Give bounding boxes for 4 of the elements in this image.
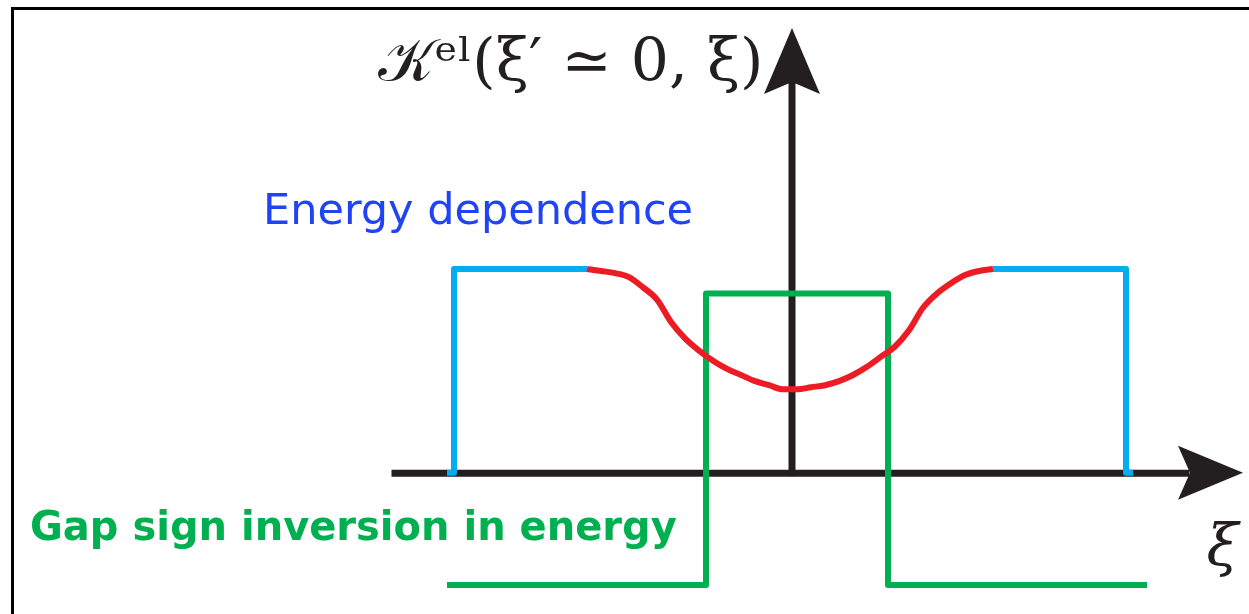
x-axis-title: ξ xyxy=(1206,511,1242,580)
text: Energy dependence xyxy=(263,184,694,234)
annotation: Gap sign inversion in energy xyxy=(30,503,677,549)
y-axis-title: 𝒦ᵉˡ(ξ′ ≃ 0, ξ) xyxy=(378,24,764,95)
